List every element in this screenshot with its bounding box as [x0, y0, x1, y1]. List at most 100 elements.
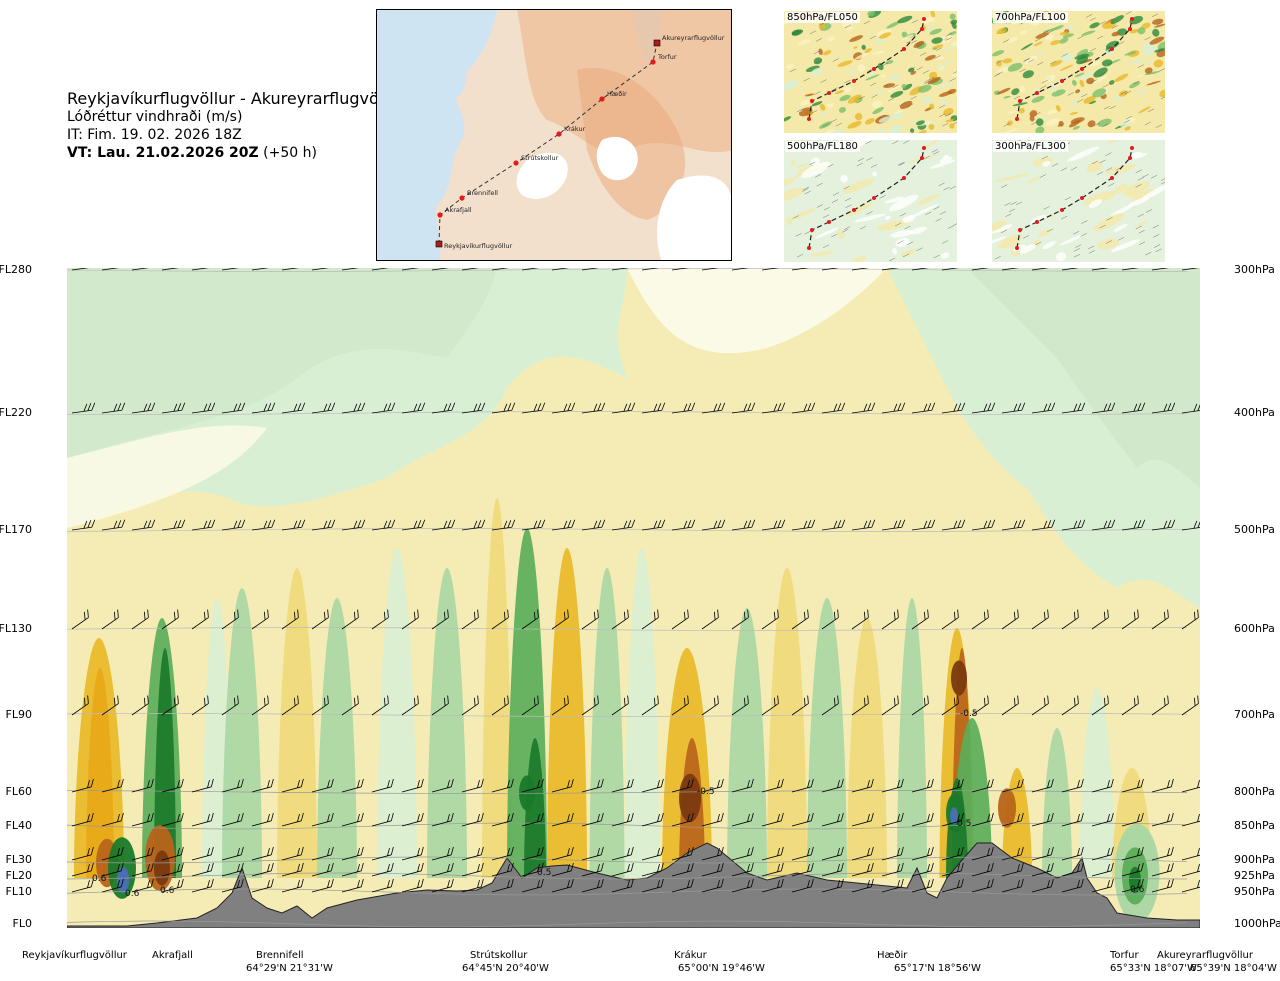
- wind-barb: [431, 778, 454, 793]
- waypoint-marker[interactable]: [437, 212, 443, 218]
- wind-barb: [551, 778, 574, 793]
- wind-barb: [611, 846, 634, 861]
- waypoint-marker[interactable]: [599, 96, 605, 102]
- waypoint-marker[interactable]: [556, 131, 562, 137]
- wind-barb: [881, 609, 899, 630]
- wind-barb: [71, 812, 94, 827]
- wind-barb: [1091, 519, 1116, 531]
- pressure-level-line: [67, 856, 1188, 864]
- wind-barb: [1001, 268, 1022, 271]
- wind-barb: [281, 695, 299, 716]
- wind-barb: [1001, 402, 1026, 414]
- wind-barb: [191, 812, 214, 827]
- wind-barb: [581, 778, 604, 793]
- wind-barb: [341, 268, 362, 271]
- wind-barb: [1181, 268, 1200, 271]
- wind-barb: [1091, 862, 1114, 877]
- cross-section-canvas: 0.6 0.6 0.6 0.5 -0.5 -0.5 0.5 0.6: [67, 268, 1200, 928]
- wind-barb: [881, 519, 906, 531]
- route-map-canvas: Akureyrarflugvöllur Torfur Hæðir Krákur Strú…: [377, 10, 731, 260]
- wind-barb: [281, 846, 304, 861]
- wind-barb: [101, 519, 126, 531]
- wind-barb: [401, 862, 424, 877]
- wind-barb: [161, 862, 184, 877]
- wind-barb: [371, 862, 394, 877]
- airport-marker[interactable]: [435, 240, 443, 248]
- wind-barb: [641, 862, 664, 877]
- pressure-level-line: [67, 790, 1188, 794]
- pressure-level-label: 1000hPa: [1234, 917, 1280, 930]
- wind-barb: [431, 695, 449, 716]
- wind-barb: [491, 812, 514, 827]
- wind-barb: [1001, 695, 1019, 716]
- waypoint-name: Akureyrarflugvöllur: [1157, 950, 1254, 961]
- wind-barb: [581, 695, 599, 716]
- wind-barb: [821, 268, 842, 271]
- wind-barb: [941, 519, 966, 531]
- wind-barb: [221, 402, 246, 414]
- wind-barb: [491, 878, 514, 893]
- wind-barb: [1151, 878, 1174, 893]
- vertical-cross-section[interactable]: 0.6 0.6 0.6 0.5 -0.5 -0.5 0.5 0.6: [67, 268, 1200, 928]
- airport-marker[interactable]: [653, 39, 661, 47]
- wind-barb: [71, 778, 94, 793]
- wind-barb: [1091, 609, 1109, 630]
- wind-barb: [551, 812, 574, 827]
- wind-barb: [671, 519, 696, 531]
- waypoint-coordinate: 65°33'N 18°07'W: [1110, 963, 1197, 974]
- wind-barb: [581, 402, 606, 414]
- waypoint-coordinate: 65°17'N 18°56'W: [894, 963, 981, 974]
- wind-barb: [971, 609, 989, 630]
- wind-barb: [1061, 878, 1084, 893]
- mini-map-850hpa[interactable]: 850hPa/FL050: [784, 11, 957, 133]
- wind-barb: [401, 268, 422, 271]
- wind-barb: [1031, 268, 1052, 271]
- wind-barb: [881, 268, 902, 271]
- wind-barb: [521, 812, 544, 827]
- flight-level-label: FL220: [0, 406, 32, 419]
- wind-barb: [911, 268, 932, 271]
- waypoint-marker[interactable]: [650, 59, 656, 65]
- flight-level-label: FL40: [5, 819, 32, 832]
- wind-barb: [1091, 695, 1109, 716]
- flight-level-label: FL10: [5, 885, 32, 898]
- wind-barb: [701, 609, 719, 630]
- waypoint-marker[interactable]: [459, 195, 465, 201]
- wind-barb: [941, 862, 964, 877]
- wind-barb: [851, 862, 874, 877]
- pressure-level-line: [67, 920, 1188, 928]
- wind-barb: [131, 519, 156, 531]
- flight-level-label: FL60: [5, 785, 32, 798]
- mini-map-500hpa[interactable]: 500hPa/FL180: [784, 140, 957, 262]
- wind-barb: [281, 402, 306, 414]
- wind-barb: [1061, 862, 1084, 877]
- mini-map-700hpa[interactable]: 700hPa/FL100: [992, 11, 1165, 133]
- wind-barb: [731, 402, 756, 414]
- wind-barb: [701, 402, 726, 414]
- route-map[interactable]: Akureyrarflugvöllur Torfur Hæðir Krákur Strú…: [376, 9, 732, 261]
- wind-barb: [701, 862, 724, 877]
- wind-barb: [101, 878, 124, 893]
- wind-barb: [251, 402, 276, 414]
- wind-barb: [281, 878, 304, 893]
- flight-level-label: FL90: [5, 708, 32, 721]
- wind-barb: [821, 812, 844, 827]
- wind-barb: [671, 695, 689, 716]
- wind-barb: [431, 268, 452, 271]
- waypoint-marker[interactable]: [513, 160, 519, 166]
- wind-barb: [101, 812, 124, 827]
- wind-barb: [1181, 863, 1200, 877]
- wind-barb: [281, 778, 304, 793]
- wind-barb: [1091, 402, 1116, 414]
- wind-barb: [161, 778, 184, 793]
- wind-barb: [71, 268, 92, 271]
- terrain-profile: [67, 842, 1200, 928]
- wind-barb: [401, 778, 424, 793]
- wind-barb: [281, 812, 304, 827]
- wind-barb: [701, 519, 726, 531]
- mini-map-300hpa[interactable]: 300hPa/FL300: [992, 140, 1165, 262]
- wind-barb: [971, 812, 994, 827]
- wind-barb: [1181, 813, 1200, 827]
- wind-barb: [821, 609, 839, 630]
- wind-barb: [1061, 695, 1079, 716]
